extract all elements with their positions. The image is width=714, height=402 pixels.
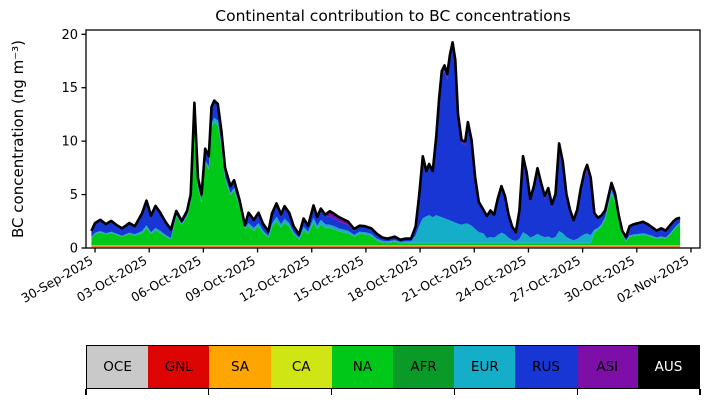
area-NA (91, 122, 681, 246)
legend-label: ASI (596, 359, 619, 375)
plot-area: 0510152030-Sep-202503-Oct-202506-Oct-202… (18, 28, 701, 306)
legend-label: GNL (164, 359, 193, 375)
stacked-areas (90, 41, 681, 248)
legend-tick (576, 389, 578, 395)
y-tick-label: 20 (61, 28, 78, 43)
legend-label: OCE (103, 359, 132, 375)
chart-title: Continental contribution to BC concentra… (215, 7, 571, 25)
legend-axis-ticks (85, 389, 701, 397)
legend-label: SA (230, 359, 250, 375)
plot-frame (85, 29, 701, 249)
legend-tick (453, 389, 456, 395)
legend-label: AUS (654, 359, 683, 375)
legend-label: NA (352, 359, 373, 375)
y-tick-label: 15 (61, 81, 78, 96)
legend-tick (85, 389, 87, 395)
legend-label: RUS (532, 359, 560, 375)
legend-item-CA: CA (270, 346, 332, 388)
legend-item-EUR: EUR (454, 346, 516, 388)
legend-item-AFR: AFR (393, 346, 455, 388)
y-tick-label: 5 (70, 188, 78, 203)
legend-tick (208, 389, 210, 395)
legend-item-ASI: ASI (576, 346, 638, 388)
area-RUS (91, 48, 681, 243)
legend-tick (699, 389, 701, 395)
legend-item-NA: NA (331, 346, 394, 388)
area-CA (91, 245, 681, 247)
legend-bar: OCE GNL SA CA NA AFR EUR RUS ASI AUS (86, 345, 700, 389)
y-tick-label: 10 (61, 135, 78, 150)
legend-item-RUS: RUS (515, 346, 577, 388)
legend-label: CA (291, 359, 311, 375)
legend-item-AUS: AUS (637, 346, 700, 388)
legend-item-SA: SA (209, 346, 271, 388)
legend-item-GNL: GNL (148, 346, 210, 388)
legend-item-OCE: OCE (87, 346, 149, 388)
y-tick-label: 0 (70, 242, 78, 257)
legend-tick (330, 389, 333, 395)
legend-label: AFR (410, 359, 437, 375)
total-outline (90, 41, 681, 241)
legend-label: EUR (470, 359, 499, 375)
